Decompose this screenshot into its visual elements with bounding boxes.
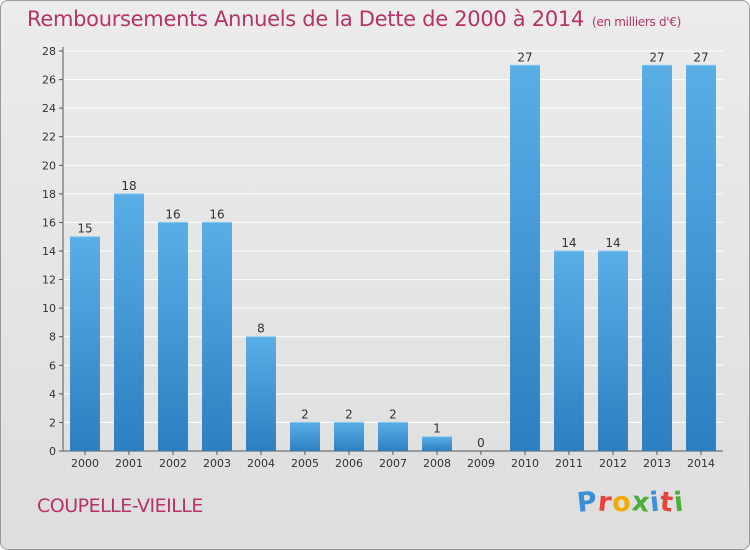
y-tick-label: 26 <box>42 74 56 87</box>
data-labels: 15 18 16 16 8 2 2 2 1 0 27 14 14 27 27 <box>77 50 708 450</box>
x-tick-label: 2007 <box>379 457 407 470</box>
y-tick-label: 16 <box>42 216 56 229</box>
y-tick-label: 8 <box>49 331 56 344</box>
bar-2014 <box>686 65 716 452</box>
x-tick-label: 2014 <box>687 457 715 470</box>
data-label: 2 <box>345 407 353 421</box>
x-tick-label: 2008 <box>423 457 451 470</box>
x-tick-label: 2010 <box>511 457 539 470</box>
x-tick-label: 2002 <box>159 457 187 470</box>
data-label: 27 <box>649 50 664 64</box>
y-tick-label: 22 <box>42 131 56 144</box>
data-label: 15 <box>77 222 92 236</box>
bar-2001 <box>114 193 144 451</box>
y-tick-label: 12 <box>42 274 56 287</box>
commune-name: COUPELLE-VIEILLE <box>37 495 203 517</box>
bar-2010 <box>510 65 540 452</box>
bar-2005 <box>290 422 320 451</box>
y-tick-label: 14 <box>42 245 56 258</box>
logo-letter: i <box>672 486 687 519</box>
y-tick-label: 18 <box>42 188 56 201</box>
bar-2004 <box>246 336 276 451</box>
data-label: 14 <box>561 236 576 250</box>
bar-2000 <box>70 236 100 451</box>
data-label: 14 <box>605 236 620 250</box>
bar-2007 <box>378 422 408 451</box>
title-unit: (en milliers d'€) <box>592 15 682 29</box>
data-label: 1 <box>433 422 441 436</box>
y-tick-label: 6 <box>49 359 56 372</box>
x-tick-label: 2003 <box>203 457 231 470</box>
bar-2013 <box>642 65 672 452</box>
y-tick-label: 2 <box>49 416 56 429</box>
bar-2006 <box>334 422 364 451</box>
data-label: 27 <box>693 50 708 64</box>
bar-2008 <box>422 436 452 451</box>
data-label: 2 <box>301 407 309 421</box>
x-tick-label: 2013 <box>643 457 671 470</box>
data-label: 8 <box>257 322 265 336</box>
x-tick-label: 2004 <box>247 457 275 470</box>
x-tick-label: 2001 <box>115 457 143 470</box>
data-label: 2 <box>389 407 397 421</box>
y-tick-label: 0 <box>49 445 56 458</box>
bar-2002 <box>158 222 188 451</box>
y-tick-label: 28 <box>42 45 56 58</box>
data-label: 16 <box>209 207 224 221</box>
title-text: Remboursements Annuels de la Dette de 20… <box>27 7 584 31</box>
x-tick-label: 2011 <box>555 457 583 470</box>
x-tick-label: 2009 <box>467 457 495 470</box>
y-tick-label: 10 <box>42 302 56 315</box>
bar-2003 <box>202 222 232 451</box>
data-label: 16 <box>165 207 180 221</box>
x-tick-label: 2012 <box>599 457 627 470</box>
proxiti-logo[interactable]: Proxiti <box>575 486 687 519</box>
y-tick-label: 20 <box>42 159 56 172</box>
data-label: 18 <box>121 179 136 193</box>
bar-2011 <box>554 251 584 451</box>
x-tick-label: 2000 <box>71 457 99 470</box>
chart-title: Remboursements Annuels de la Dette de 20… <box>27 7 681 31</box>
data-label: 27 <box>517 50 532 64</box>
bars <box>70 64 716 452</box>
bar-2012 <box>598 251 628 451</box>
x-tick-label: 2005 <box>291 457 319 470</box>
x-tick-label: 2006 <box>335 457 363 470</box>
y-tick-label: 24 <box>42 102 56 115</box>
data-label: 0 <box>477 436 485 450</box>
y-tick-label: 4 <box>49 388 56 401</box>
